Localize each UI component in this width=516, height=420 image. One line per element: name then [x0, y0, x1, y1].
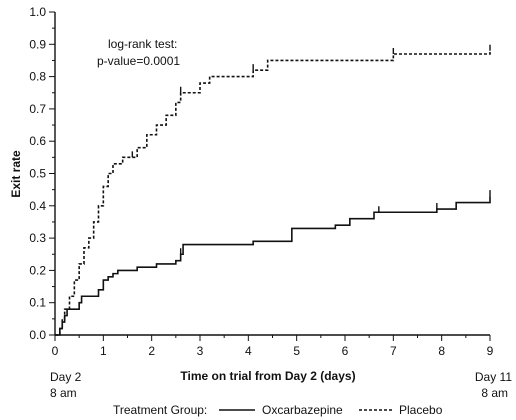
- x-tick-label: 2: [148, 344, 155, 358]
- y-tick-label: 0.8: [29, 70, 46, 84]
- y-tick-label: 0.5: [29, 167, 46, 181]
- end-label-line-2: 8 am: [481, 386, 508, 400]
- start-label-line-2: 8 am: [50, 386, 77, 400]
- x-tick-label: 0: [52, 344, 59, 358]
- x-tick-label: 4: [245, 344, 252, 358]
- y-tick-label: 0.4: [29, 199, 46, 213]
- legend-title: Treatment Group:: [113, 403, 207, 417]
- y-tick-label: 0.3: [29, 231, 46, 245]
- x-tick-label: 3: [197, 344, 204, 358]
- legend: Treatment Group: Oxcarbazepine Placebo: [113, 403, 443, 417]
- y-tick-label: 0.1: [29, 296, 46, 310]
- legend-oxcarbazepine-label: Oxcarbazepine: [262, 403, 343, 417]
- series-line-oxcarbazepine: [55, 196, 491, 336]
- series-layer: [55, 44, 491, 336]
- x-tick-label: 6: [342, 344, 349, 358]
- end-label-line-1: Day 11: [475, 370, 512, 384]
- y-tick-label: 1.0: [29, 5, 46, 19]
- y-tick-label: 0.6: [29, 134, 46, 148]
- y-tick-label: 0.2: [29, 263, 46, 277]
- start-label-line-1: Day 2: [50, 370, 82, 384]
- series-line-placebo: [55, 50, 491, 336]
- x-tick-label: 8: [438, 344, 445, 358]
- y-tick-label: 0.9: [29, 37, 46, 51]
- y-tick-label: 0.7: [29, 102, 46, 116]
- tick-marks: 0.0 0.1 0.2 0.3 0.4 0.5 0.6 0.7 0.8 0.9 1.0 0 1 2 3 4 5 6…: [29, 5, 493, 358]
- legend-placebo-label: Placebo: [399, 403, 443, 417]
- y-axis-title: Exit rate: [9, 150, 23, 198]
- annotation-line-2: p-value=0.0001: [97, 54, 180, 68]
- annotation-line-1: log-rank test:: [108, 37, 177, 51]
- x-tick-label: 1: [100, 344, 107, 358]
- x-tick-label: 5: [293, 344, 300, 358]
- x-tick-label: 7: [390, 344, 397, 358]
- y-tick-label: 0.0: [29, 328, 46, 342]
- x-tick-label: 9: [487, 344, 494, 358]
- x-axis-title: Time on trial from Day 2 (days): [180, 369, 355, 383]
